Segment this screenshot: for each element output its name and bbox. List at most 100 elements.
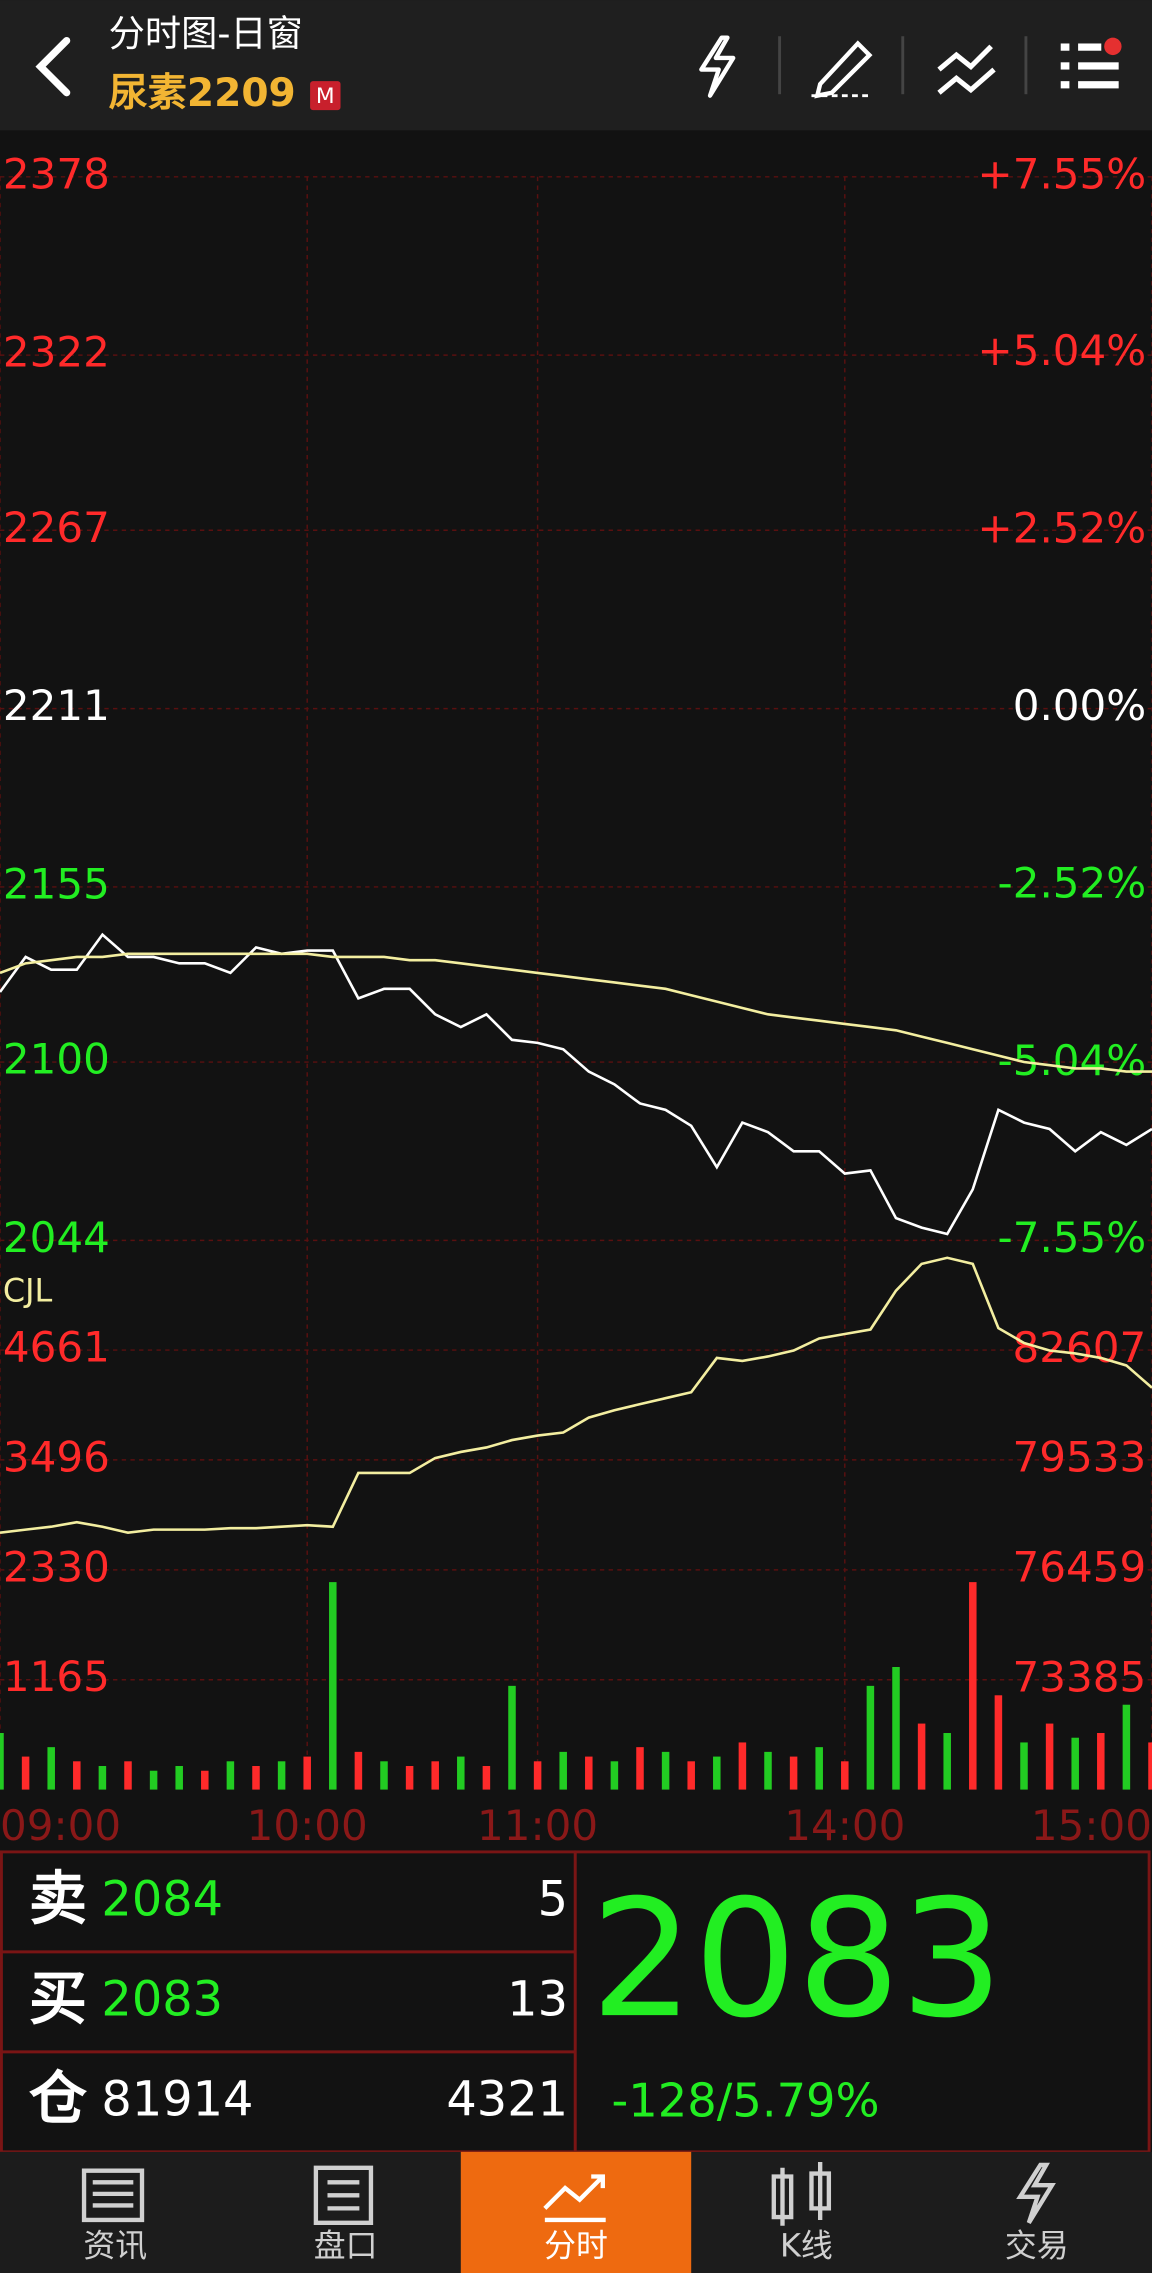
volume-bar	[661, 1751, 670, 1790]
tab-icon[interactable]	[81, 2168, 145, 2223]
header-bar	[0, 0, 1152, 131]
x-tick-label: 09:00	[0, 1801, 121, 1850]
volume-bar	[226, 1761, 235, 1790]
y2-tick-label: +2.52%	[978, 504, 1147, 553]
x-tick-label: 15:00	[1031, 1801, 1152, 1850]
volume-bar	[789, 1756, 798, 1790]
volume-bar	[585, 1756, 593, 1790]
quote-label: 买	[29, 1965, 87, 2033]
tab-label[interactable]: 分时	[544, 2226, 608, 2264]
volume-bar	[277, 1761, 286, 1790]
volume-bar	[73, 1761, 81, 1790]
volume-bar	[431, 1761, 439, 1790]
tab-active-bg	[460, 2151, 692, 2273]
quote-left-box	[0, 1850, 577, 2154]
symbol: 尿素2209	[109, 71, 296, 116]
x-tick-label: 14:00	[784, 1801, 905, 1850]
volume-bar	[457, 1756, 465, 1790]
volume-bar	[738, 1742, 747, 1790]
volume-bar	[21, 1756, 30, 1790]
page-title: 分时图-日窗	[109, 12, 303, 55]
tab-label[interactable]: 盘口	[314, 2226, 378, 2264]
quote-price: 81914	[101, 2073, 253, 2128]
quote-right-box	[573, 1850, 1151, 2154]
volume-bar	[713, 1756, 721, 1790]
quote-label: 卖	[29, 1865, 87, 1933]
panel-title: CJL	[3, 1272, 53, 1310]
volume-bar	[405, 1766, 414, 1790]
tab-label[interactable]: K线	[780, 2226, 833, 2264]
y-tick-label: 3496	[3, 1432, 110, 1481]
volume-bar	[1122, 1704, 1131, 1790]
volume-bar	[1097, 1733, 1105, 1790]
tab-icon[interactable]	[543, 2174, 606, 2223]
volume-bar	[98, 1766, 107, 1790]
volume-bar	[380, 1761, 388, 1790]
volume-bar	[303, 1756, 311, 1790]
volume-bar	[149, 1770, 158, 1790]
charts: 09:00 10:00 11:00 14:00 15:00 2044 2100 2155 221…	[0, 130, 1152, 1852]
volume-bar	[329, 1582, 337, 1790]
quote-volume: 4321	[446, 2073, 568, 2128]
volume-bar	[1045, 1723, 1054, 1790]
draw-icon[interactable]	[814, 40, 873, 99]
volume-bar	[508, 1685, 516, 1790]
volume-bar	[866, 1685, 875, 1790]
quote-volume: 13	[507, 1973, 568, 2028]
quote-rows: 卖 2084 5 买 2083 13 仓 81914 4321	[29, 1865, 568, 2133]
y-tick-label: 2330	[3, 1542, 110, 1591]
volume-bar	[354, 1751, 363, 1790]
badge: M	[316, 84, 335, 109]
y-tick-label: 2211	[3, 681, 110, 730]
quote-label: 仓	[29, 2065, 87, 2133]
y2-tick-label: 73385	[1013, 1652, 1147, 1701]
tabs: 资讯 盘口 分时 K线 交易	[81, 2151, 1069, 2273]
last-price: 2083	[590, 1865, 1003, 2054]
chart-bg	[0, 130, 1152, 1852]
y-tick-label: 2155	[3, 859, 110, 908]
flash-icon[interactable]	[699, 35, 736, 98]
y-tick-label: 4661	[3, 1323, 110, 1372]
y-tick-label: 2044	[3, 1213, 110, 1262]
y2-tick-label: 79533	[1013, 1433, 1147, 1482]
tab-label[interactable]: 资讯	[83, 2226, 147, 2264]
line-series	[0, 932, 1152, 1236]
volume-bar	[917, 1723, 926, 1790]
volume-bar	[0, 1733, 4, 1790]
x-tick-label: 10:00	[247, 1801, 368, 1850]
line-series	[0, 952, 1152, 1073]
back-button[interactable]	[35, 36, 71, 97]
volume-bar	[841, 1761, 849, 1790]
volume-bar	[559, 1751, 567, 1790]
volume-bar	[636, 1747, 644, 1790]
tab-icon[interactable]	[771, 2161, 832, 2226]
volume-bar	[252, 1766, 260, 1790]
indicator-icon[interactable]	[937, 44, 996, 95]
volume-bar	[201, 1770, 209, 1790]
quote-price: 2083	[101, 1973, 223, 2028]
tab-label[interactable]: 交易	[1005, 2226, 1069, 2264]
volume-bar	[175, 1766, 183, 1790]
line-series	[0, 1256, 1152, 1534]
quote-volume: 5	[538, 1873, 568, 1928]
volume-bar	[482, 1766, 491, 1790]
badge-bg	[310, 81, 341, 111]
volume-bar	[1020, 1742, 1028, 1790]
volume-bar	[533, 1761, 542, 1790]
volume-bar	[687, 1761, 695, 1790]
y-tick-label: 1165	[3, 1652, 110, 1701]
tab-icon[interactable]	[1016, 2162, 1056, 2224]
volume-bar	[892, 1666, 900, 1790]
volume-bar	[815, 1747, 823, 1790]
y2-tick-label: -7.55%	[998, 1213, 1147, 1262]
y-tick-label: 2378	[3, 149, 110, 198]
menu-icon[interactable]	[1060, 37, 1122, 89]
tab-icon[interactable]	[313, 2165, 374, 2226]
y-tick-label: 2100	[3, 1035, 110, 1084]
volume-bar	[47, 1747, 55, 1790]
price-change: -128/5.79%	[612, 2074, 880, 2128]
volume-bar	[124, 1761, 132, 1790]
volume-bar	[994, 1695, 1003, 1790]
